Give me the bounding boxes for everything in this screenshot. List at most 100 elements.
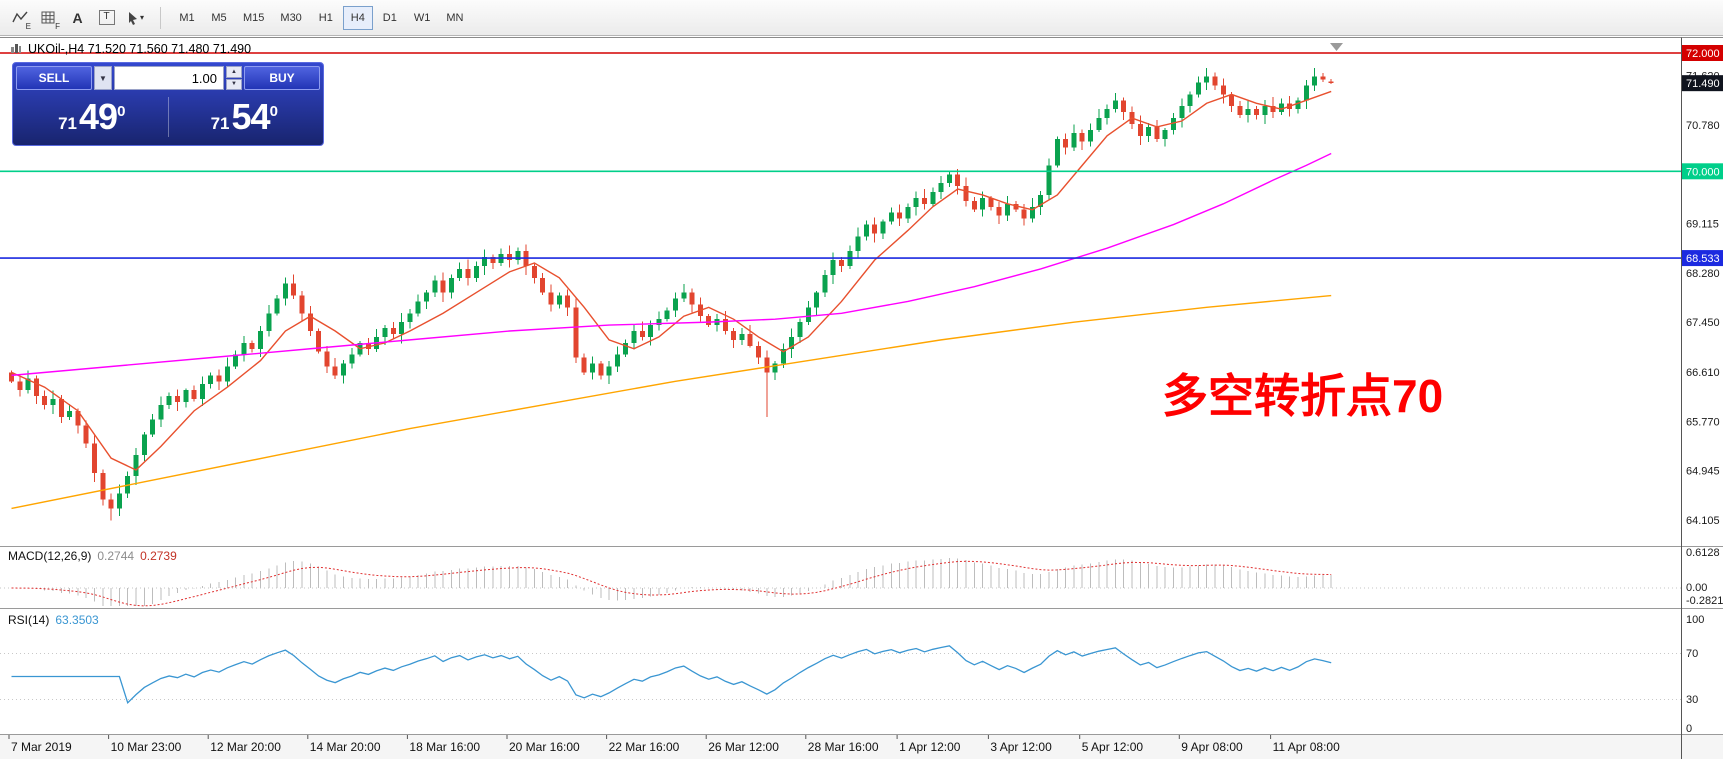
trade-controls-row: SELL ▼ ▲ ▼ BUY [16,66,320,90]
chart-title-text: UKOil-,H4 71.520 71.560 71.480 71.490 [28,42,252,56]
bid-prefix: 71 [58,114,78,133]
svg-text:67.450: 67.450 [1686,317,1720,329]
svg-text:0.6128: 0.6128 [1686,547,1720,559]
sell-button[interactable]: SELL [16,66,92,90]
timeframe-m30-button[interactable]: M30 [273,6,308,30]
timeframe-m15-button[interactable]: M15 [236,6,271,30]
ma-fast-line [11,90,1332,471]
chart-title: UKOil-,H4 71.520 71.560 71.480 71.490 [10,42,251,56]
timeframe-h4-button[interactable]: H4 [342,5,373,30]
macd-axis[interactable]: 0.6128 0.00-0.2821 [1686,547,1723,607]
text-t-icon: T [98,10,115,25]
price-axis[interactable]: 71.62070.78069.11568.28067.45066.61065.7… [1686,70,1720,527]
grid-tool-button[interactable]: F [35,5,62,31]
ask-sup: 0 [269,103,278,120]
chevron-down-icon: ▾ [139,13,144,22]
bid-price[interactable]: 71490 [16,96,168,138]
ask-big: 54 [231,96,271,137]
svg-text:70.000: 70.000 [1686,166,1720,178]
volume-input[interactable] [114,66,224,90]
svg-text:71.490: 71.490 [1686,78,1720,90]
svg-text:14 Mar 20:00: 14 Mar 20:00 [310,740,381,754]
price-tag: 70.000 [1682,163,1723,180]
svg-text:68.280: 68.280 [1686,268,1720,280]
svg-text:1 Apr 12:00: 1 Apr 12:00 [899,740,961,754]
volume-stepper: ▲ ▼ [226,66,242,90]
volume-dropdown-button[interactable]: ▼ [94,66,112,90]
price-tag: 71.490 [1682,75,1723,92]
svg-text:68.533: 68.533 [1686,253,1720,265]
svg-text:-0.2821: -0.2821 [1686,595,1723,607]
timeframe-d1-button[interactable]: D1 [375,6,405,30]
text-a-icon: A [72,9,83,26]
ma-mid-line [11,152,1332,377]
svg-text:0: 0 [1686,723,1692,735]
toolbar-separator [160,6,161,29]
grid-sub-label: F [55,21,60,31]
svg-text:20 Mar 16:00: 20 Mar 16:00 [509,740,580,754]
bid-sup: 0 [117,103,126,120]
toolbar: E F A T ▾ M1 M5 M15 M30 H1 H4 D1 W1 MN [0,0,1723,36]
macd-signal-value: 0.2739 [140,549,177,563]
chart-icon [11,44,21,53]
rsi-line [11,645,1332,704]
macd-label: MACD(12,26,9) 0.2744 0.2739 [8,549,183,563]
svg-text:5 Apr 12:00: 5 Apr 12:00 [1082,740,1144,754]
svg-text:26 Mar 12:00: 26 Mar 12:00 [708,740,779,754]
svg-text:7 Mar 2019: 7 Mar 2019 [11,740,72,754]
timeframe-w1-button[interactable]: W1 [407,6,438,30]
grid-icon [41,11,55,23]
zigzag-tool-button[interactable]: E [6,5,33,31]
rsi-name: RSI(14) [8,613,50,627]
zigzag-sub-label: E [25,21,31,31]
rsi-axis[interactable]: 100 70 30 0 [1686,614,1704,735]
time-axis[interactable]: 7 Mar 2019 10 Mar 23:00 12 Mar 20:00 14 Mar… [8,735,1340,754]
svg-text:12 Mar 20:00: 12 Mar 20:00 [210,740,281,754]
text-tool-button[interactable]: A [64,5,91,31]
svg-text:9 Apr 08:00: 9 Apr 08:00 [1181,740,1243,754]
timeframe-m5-button[interactable]: M5 [204,6,234,30]
volume-up-button[interactable]: ▲ [226,66,242,78]
chart-annotation: 多空转折点70 [1162,370,1444,422]
candles-layer [9,67,1334,521]
bid-big: 49 [79,96,118,137]
timeframe-m1-button[interactable]: M1 [172,6,202,30]
price-tag: 72.000 [1682,45,1723,61]
price-tag: 68.533 [1682,250,1723,267]
svg-text:72.000: 72.000 [1686,48,1720,60]
macd-signal-line [11,560,1332,607]
macd-name: MACD(12,26,9) [8,549,92,563]
svg-text:11 Apr 08:00: 11 Apr 08:00 [1273,740,1340,754]
timeframe-h1-button[interactable]: H1 [311,6,341,30]
textbox-tool-button[interactable]: T [93,5,120,31]
rsi-label: RSI(14) 63.3503 [8,613,105,627]
svg-text:66.610: 66.610 [1686,367,1720,379]
svg-text:22 Mar 16:00: 22 Mar 16:00 [609,740,680,754]
svg-text:28 Mar 16:00: 28 Mar 16:00 [808,740,879,754]
svg-text:69.115: 69.115 [1686,219,1719,231]
buy-button[interactable]: BUY [244,66,320,90]
chart-shift-marker [1330,43,1343,51]
svg-text:30: 30 [1686,694,1698,706]
volume-down-button[interactable]: ▼ [226,78,242,90]
svg-text:65.770: 65.770 [1686,417,1720,429]
zigzag-icon [11,11,28,23]
time-axis-strip [0,735,1723,759]
svg-text:18 Mar 16:00: 18 Mar 16:00 [409,740,480,754]
svg-text:64.945: 64.945 [1686,465,1720,477]
svg-text:70: 70 [1686,648,1698,660]
svg-text:64.105: 64.105 [1686,515,1720,527]
ask-price[interactable]: 71540 [169,96,321,138]
cursor-tool-button[interactable]: ▾ [122,5,149,31]
macd-main-value: 0.2744 [97,549,135,563]
rsi-value: 63.3503 [55,613,99,627]
timeframe-mn-button[interactable]: MN [439,6,470,30]
chart-canvas[interactable]: 71.62070.78069.11568.28067.45066.61065.7… [0,36,1723,759]
ma-slow-line [11,294,1332,510]
chart-workspace: 71.62070.78069.11568.28067.45066.61065.7… [0,36,1723,759]
trade-prices-row: 71490 71540 [16,92,320,142]
svg-text:3 Apr 12:00: 3 Apr 12:00 [990,740,1052,754]
svg-text:70.780: 70.780 [1686,120,1720,132]
svg-text:0.00: 0.00 [1686,582,1707,594]
svg-text:100: 100 [1686,614,1704,626]
